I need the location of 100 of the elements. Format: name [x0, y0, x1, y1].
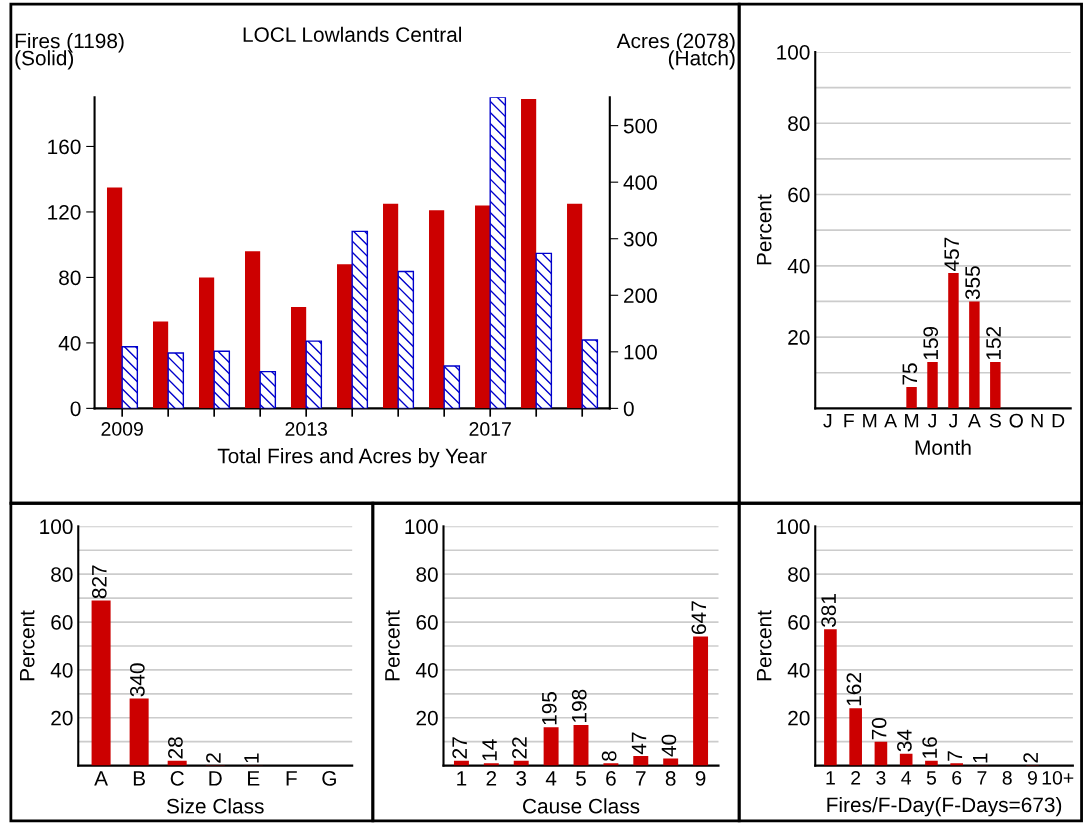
bar — [874, 741, 888, 766]
annotation: 27 — [452, 737, 467, 759]
x-tick-label: M — [863, 413, 877, 428]
y-tick-label: 40 — [58, 335, 81, 351]
y-tick-label: 80 — [416, 567, 438, 582]
annotation: 47 — [631, 732, 647, 755]
annotation: 159 — [923, 326, 939, 360]
x-tick-label: D — [1052, 413, 1065, 428]
y2-tick-label: 200 — [624, 288, 657, 304]
y-tick-label: 20 — [788, 330, 810, 345]
y-axis-title: Percent — [756, 610, 772, 681]
annotation: 355 — [965, 266, 980, 300]
x-tick-label: D — [209, 771, 222, 786]
x-tick-label: 1 — [826, 771, 835, 785]
bar — [245, 251, 261, 409]
y-tick-label: 20 — [788, 710, 810, 726]
bar — [824, 629, 837, 766]
x-axis-title: Size Class — [166, 798, 264, 814]
y-tick-label: 60 — [416, 615, 438, 630]
x-axis-title: Fires/F-Day(F-Days=673) — [827, 796, 1062, 817]
bar — [969, 301, 980, 409]
annotation: 152 — [986, 326, 1001, 360]
y-tick-label: 20 — [416, 710, 438, 726]
x-tick-label: 1 — [457, 771, 467, 786]
annotation: 28 — [168, 737, 183, 759]
x-tick-label: 2 — [486, 771, 497, 786]
x-tick-label: A — [884, 413, 898, 428]
x-tick-label: 9 — [1027, 770, 1037, 785]
annotation: 340 — [129, 663, 145, 697]
y-tick-label: 0 — [70, 401, 81, 417]
y-tick-label: 80 — [788, 567, 810, 582]
x-tick-label: B — [133, 771, 145, 786]
bar — [443, 365, 461, 409]
y-tick-label: 20 — [51, 710, 73, 726]
x-tick-label: A — [967, 413, 981, 428]
y-axis-title: Percent — [756, 194, 772, 265]
x-tick-label: 7 — [977, 771, 987, 785]
annotation: 162 — [846, 673, 862, 706]
y-tick-label: 100 — [777, 44, 810, 60]
annotation: 34 — [897, 729, 912, 752]
annotation: 14 — [482, 739, 497, 761]
x-tick-label: J — [948, 413, 957, 428]
x-tick-label: J — [927, 413, 936, 428]
annotation: 198 — [571, 689, 587, 722]
x-tick-label: 8 — [1002, 770, 1012, 785]
bar — [948, 272, 959, 409]
y-tick-label: 40 — [415, 662, 438, 678]
annotation: 8 — [601, 751, 617, 761]
y-axis-title: Percent — [19, 610, 35, 681]
x-tick-label: 9 — [695, 771, 706, 786]
annotation: 70 — [871, 717, 887, 740]
y-tick-label: 80 — [51, 567, 73, 582]
bar — [259, 370, 277, 409]
x-tick-label: E — [248, 771, 260, 786]
y-tick-label: 60 — [788, 187, 810, 203]
bar — [91, 600, 111, 766]
annotation: 7 — [947, 751, 963, 761]
bar — [121, 346, 139, 409]
bar — [663, 758, 679, 766]
annotation: 457 — [944, 237, 960, 272]
chart-title: LOCL Lowlands Central — [243, 26, 461, 42]
bar — [543, 727, 559, 766]
annotation: 2 — [1023, 752, 1038, 763]
y-tick-label: 80 — [59, 270, 81, 286]
bar — [693, 636, 709, 766]
x-axis-title: Month — [915, 439, 971, 455]
bar — [906, 386, 917, 409]
y2-axis-title: Acres (2078) (Hatch) — [616, 33, 735, 70]
y-tick-label: 60 — [788, 615, 810, 630]
bar — [429, 210, 445, 409]
x-tick-label: 2017 — [469, 422, 511, 436]
y-tick-label: 160 — [48, 139, 81, 155]
x-tick-label: 7 — [636, 771, 646, 786]
x-tick-label: M — [905, 413, 919, 428]
annotation: 1 — [244, 753, 259, 763]
x-tick-label: 5 — [576, 771, 586, 786]
bar — [990, 362, 1001, 409]
x-tick-label: 6 — [606, 771, 616, 786]
y2-tick-label: 400 — [623, 175, 657, 190]
annotation: 2 — [206, 753, 221, 763]
x-tick-label: 6 — [952, 770, 962, 785]
x-axis-title: Total Fires and Acres by Year — [217, 448, 487, 468]
y2-tick-label: 500 — [623, 118, 657, 134]
x-tick-label: 4 — [901, 771, 912, 785]
annotation: 827 — [91, 565, 107, 599]
y-tick-label: 100 — [40, 519, 73, 535]
bar — [633, 756, 649, 766]
y2-tick-label: 100 — [624, 344, 657, 360]
x-tick-label: 3 — [516, 771, 527, 786]
x-tick-label: S — [989, 413, 1001, 428]
bar — [106, 187, 123, 409]
y-tick-label: 40 — [50, 662, 73, 678]
annotation: 75 — [902, 363, 918, 385]
x-tick-label: 3 — [876, 770, 886, 785]
x-tick-label: 5 — [926, 771, 937, 785]
x-tick-label: 2009 — [101, 422, 143, 436]
y2-tick-label: 300 — [623, 231, 657, 247]
annotation: 195 — [541, 692, 557, 725]
x-tick-label: 2013 — [285, 422, 327, 436]
x-tick-label: J — [823, 413, 832, 428]
